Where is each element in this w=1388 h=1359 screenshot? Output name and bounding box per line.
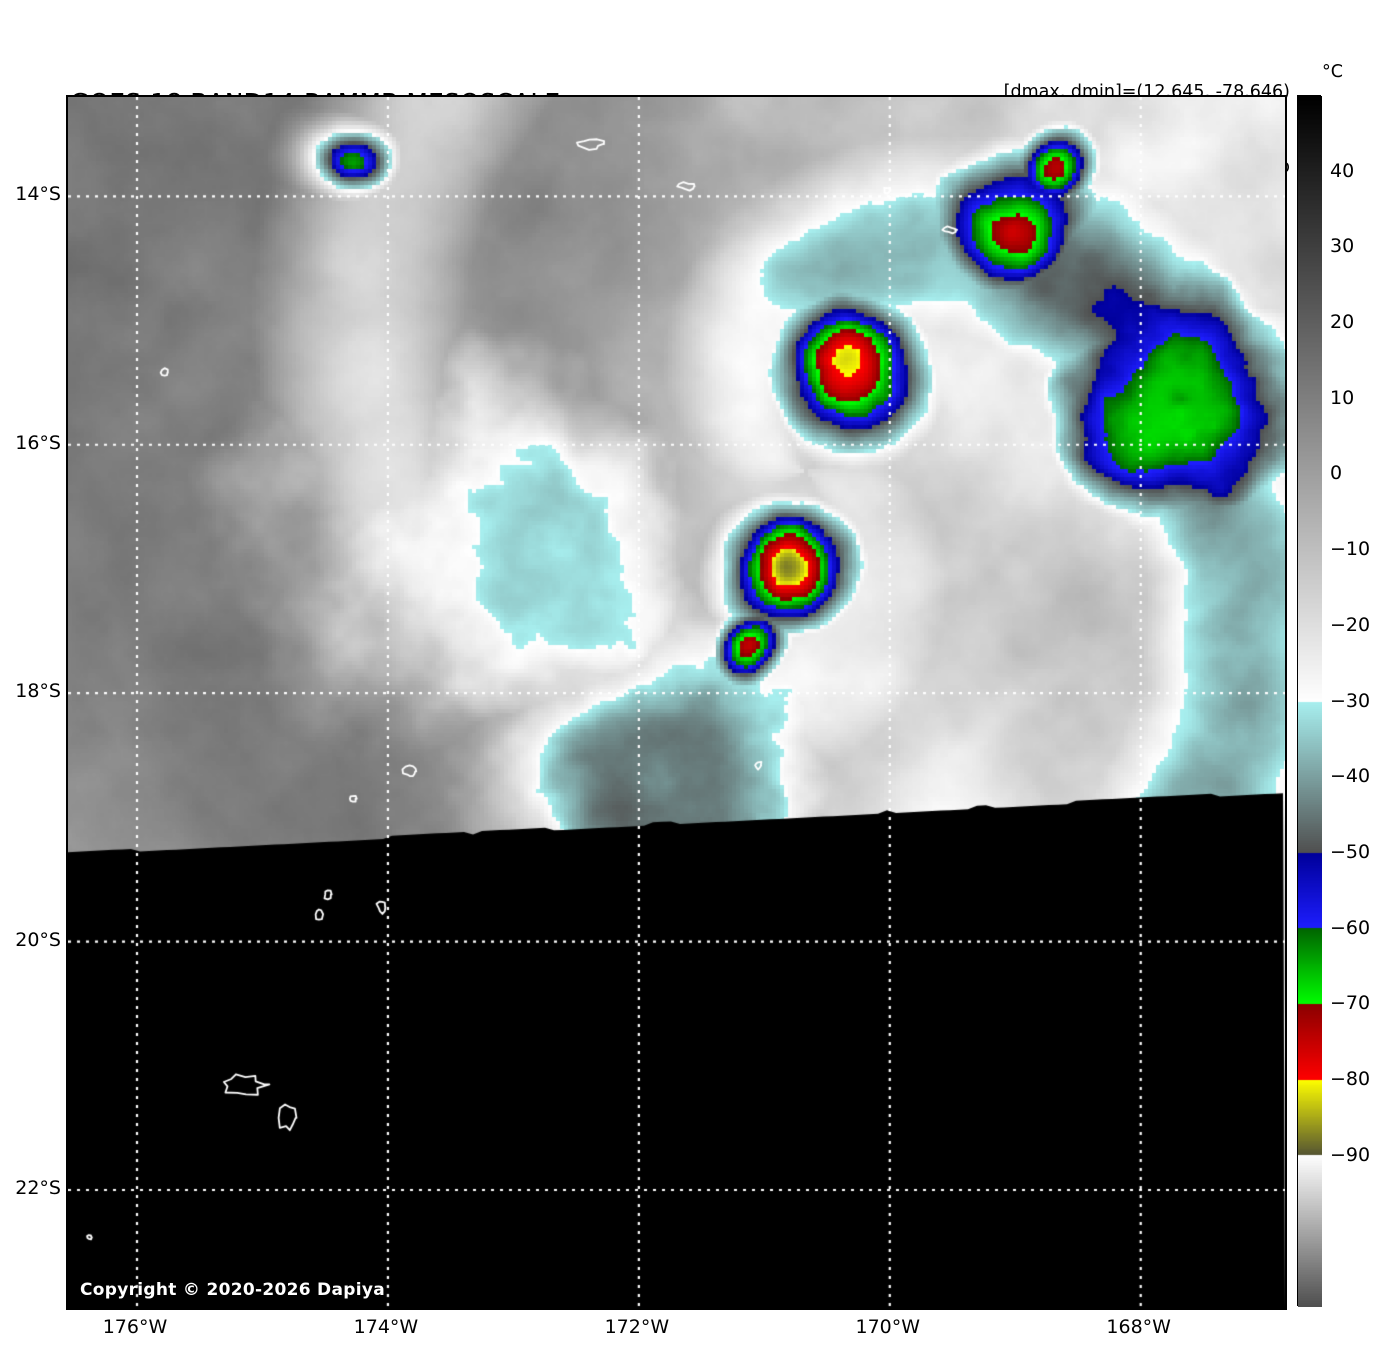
- satellite-image-panel: [66, 95, 1287, 1310]
- longitude-tick-label: 170°W: [855, 1316, 921, 1338]
- latitude-tick-label: 20°S: [15, 928, 61, 951]
- colorbar-tick-label: −40: [1330, 765, 1371, 788]
- longitude-tick-label: 174°W: [353, 1316, 419, 1338]
- colorbar-tick-label: −50: [1330, 840, 1371, 863]
- latitude-tick-label: 22°S: [15, 1177, 61, 1199]
- colorbar-tick-label: −60: [1330, 916, 1371, 939]
- temperature-colorbar: [1297, 95, 1322, 1307]
- colorbar-tick-label: 40: [1330, 159, 1355, 182]
- copyright-label: Copyright © 2020-2026 Dapiya: [80, 1280, 385, 1300]
- colorbar-tick-label: −80: [1330, 1067, 1371, 1090]
- graticule-and-coastline-overlay: [68, 97, 1285, 1308]
- colorbar-tick-label: −20: [1330, 613, 1371, 636]
- longitude-tick-label: 172°W: [604, 1316, 670, 1338]
- colorbar-tick-label: −30: [1330, 689, 1371, 712]
- longitude-tick-label: 176°W: [102, 1316, 168, 1338]
- colorbar-tick-label: 20: [1330, 311, 1355, 334]
- colorbar-tick-label: −90: [1330, 1143, 1371, 1166]
- colorbar-tick-label: −70: [1330, 992, 1371, 1015]
- colorbar-tick-label: −10: [1330, 538, 1371, 561]
- latitude-tick-label: 18°S: [15, 680, 61, 703]
- colorbar-tick-label: 10: [1330, 386, 1355, 409]
- latitude-tick-label: 14°S: [15, 183, 61, 206]
- colorbar-tick-label: 0: [1330, 462, 1343, 485]
- latitude-tick-label: 16°S: [15, 431, 61, 454]
- longitude-tick-label: 168°W: [1106, 1316, 1171, 1338]
- colorbar-tick-label: 30: [1330, 235, 1355, 258]
- colorbar-gradient: [1298, 96, 1322, 1307]
- colorbar-unit-label: °C: [1322, 62, 1343, 82]
